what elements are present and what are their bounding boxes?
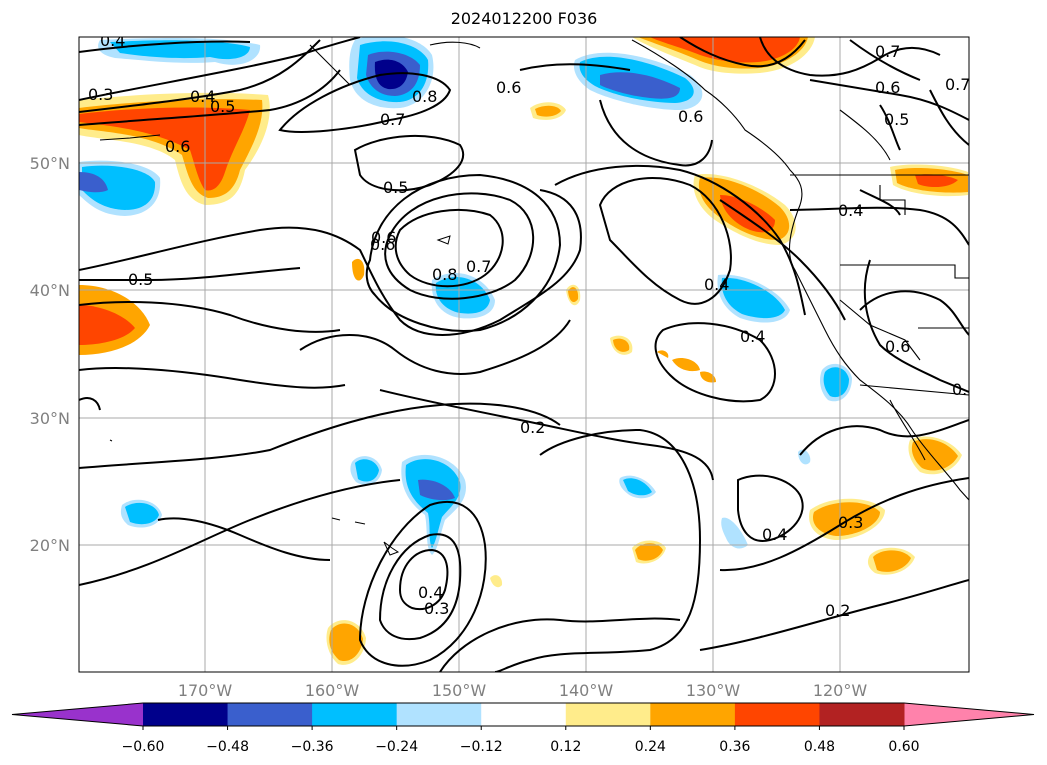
- contour-label: 0.3: [952, 380, 977, 399]
- contour-label: 0.4: [704, 275, 729, 294]
- colorbar-tick-label: 0.24: [635, 739, 666, 755]
- contour-label: 0.3: [838, 513, 863, 532]
- colorbar-tick-label: −0.36: [291, 739, 334, 755]
- colorbar-segment: [143, 703, 229, 726]
- colorbar-tick-label: 0.12: [550, 739, 581, 755]
- colorbar-tick-label: −0.12: [460, 739, 503, 755]
- contour-label: 0.4: [838, 201, 863, 220]
- colorbar-segment: [312, 703, 398, 726]
- contour-label: 0.6: [371, 228, 396, 247]
- lat-label: 30°N: [30, 409, 70, 428]
- colorbar-segment: [565, 703, 651, 726]
- contour-label: 0.6: [165, 137, 190, 156]
- colorbar-extend-high: [904, 703, 1034, 726]
- colorbar-tick-label: −0.24: [375, 739, 418, 755]
- contour-label: 0.4: [762, 525, 787, 544]
- contour-label: 0.3: [424, 599, 449, 618]
- contour-label: 0.7: [380, 110, 405, 129]
- contour-label: 0.6: [496, 78, 521, 97]
- lon-label: 150°W: [432, 681, 487, 700]
- latitude-labels: 50°N 40°N 30°N 20°N: [30, 154, 70, 555]
- contour-label: 0.5: [884, 110, 909, 129]
- colorbar-segment: [396, 703, 482, 726]
- colorbar-segment: [481, 703, 567, 726]
- contour-label: 0.4: [190, 87, 215, 106]
- contour-label: 0.6: [875, 78, 900, 97]
- lon-label: 120°W: [813, 681, 868, 700]
- colorbar-extend-low: [12, 703, 143, 726]
- contour-lines: [79, 37, 969, 672]
- contour-label: 0.7: [466, 257, 491, 276]
- contour-label: 0.4: [418, 583, 443, 602]
- colorbar-segment: [734, 703, 820, 726]
- contour-label: 0.6: [885, 337, 910, 356]
- colorbar-segment: [650, 703, 736, 726]
- colorbar-tick-label: 0.60: [888, 739, 919, 755]
- graticule: [79, 37, 969, 672]
- colorbar-tick-label: 0.48: [804, 739, 835, 755]
- lon-label: 170°W: [178, 681, 233, 700]
- longitude-labels: 170°W 160°W 150°W 140°W 130°W 120°W: [178, 681, 868, 700]
- lon-label: 160°W: [305, 681, 360, 700]
- contour-label: 0.7: [875, 42, 900, 61]
- contour-label: 0.6: [370, 235, 395, 254]
- lon-label: 130°W: [686, 681, 741, 700]
- coastlines: [99, 39, 969, 501]
- plot-area: 0.4 0.3 0.4 0.5 0.6 0.8 0.7 0.6 0.6 0.7 …: [79, 31, 977, 672]
- contour-label: 0.5: [383, 178, 408, 197]
- lat-label: 40°N: [30, 281, 70, 300]
- lon-label: 140°W: [559, 681, 614, 700]
- colorbar-tick-label: 0.36: [719, 739, 750, 755]
- colorbar-segment: [819, 703, 905, 726]
- colorbar: −0.60 −0.48 −0.36 −0.24 −0.12 0.12 0.24 0.36 0.4…: [11, 702, 1035, 755]
- contour-label: 0.6: [678, 107, 703, 126]
- contour-label: 0.4: [100, 31, 125, 50]
- colorbar-tick-label: −0.60: [122, 739, 165, 755]
- contour-label: 0.2: [520, 418, 545, 437]
- lat-label: 50°N: [30, 154, 70, 173]
- lat-label: 20°N: [30, 536, 70, 555]
- contour-label: 0.5: [128, 270, 153, 289]
- plot-frame: [78, 36, 970, 673]
- contour-label: 0.8: [432, 265, 457, 284]
- colorbar-segment: [227, 703, 313, 726]
- contour-label: 0.5: [210, 97, 235, 116]
- contour-label: 0.8: [412, 87, 437, 106]
- contour-labels: 0.4 0.3 0.4 0.5 0.6 0.8 0.7 0.6 0.6 0.7 …: [88, 31, 977, 620]
- contour-label: 0.4: [740, 327, 765, 346]
- contour-label: 0.2: [825, 601, 850, 620]
- contour-label: 0.3: [88, 85, 113, 104]
- map-title: 2024012200 F036: [450, 9, 598, 28]
- colorbar-tick-label: −0.48: [206, 739, 249, 755]
- contour-label: 0.7: [945, 75, 970, 94]
